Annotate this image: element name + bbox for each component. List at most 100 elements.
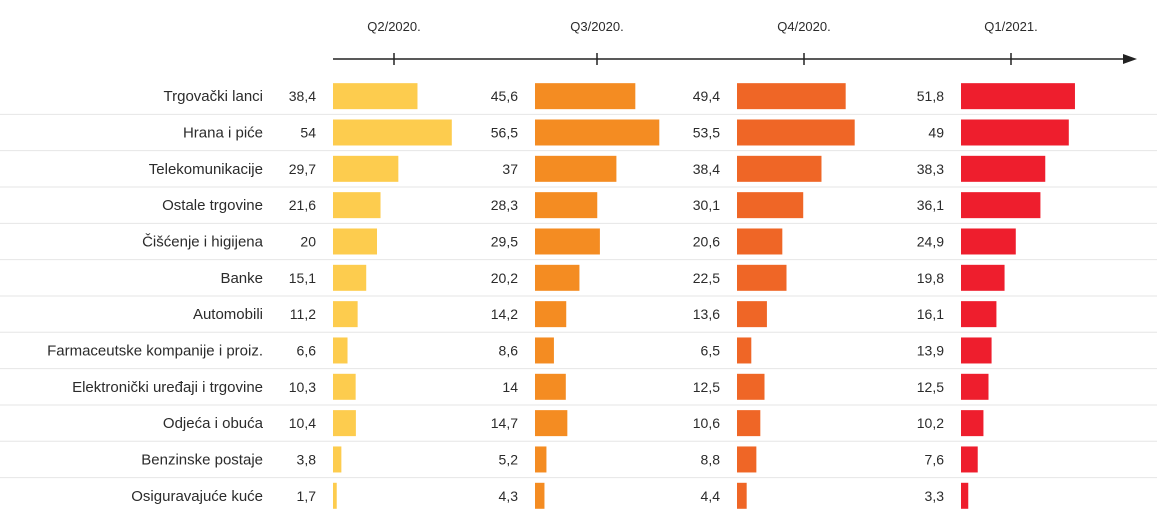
value-label: 3,8 xyxy=(297,451,317,467)
category-label: Ostale trgovine xyxy=(162,197,263,214)
value-label: 10,6 xyxy=(693,415,720,431)
category-label: Automobili xyxy=(193,306,263,323)
value-label: 56,5 xyxy=(491,124,518,140)
axis-arrow-icon xyxy=(1123,54,1137,64)
value-label: 15,1 xyxy=(289,270,316,286)
category-label: Telekomunikacije xyxy=(149,161,263,178)
bar xyxy=(961,119,1069,146)
category-label: Čišćenje i higijena xyxy=(142,233,264,250)
value-label: 54 xyxy=(300,124,316,140)
value-label: 21,6 xyxy=(289,197,316,213)
value-label: 36,1 xyxy=(917,197,944,213)
bar xyxy=(961,228,1016,255)
bar xyxy=(737,228,783,255)
value-label: 28,3 xyxy=(491,197,518,213)
value-label: 7,6 xyxy=(925,451,945,467)
bar xyxy=(535,337,554,364)
bar xyxy=(333,228,377,255)
row-separators xyxy=(0,113,1157,479)
bar xyxy=(737,446,757,473)
value-label: 8,8 xyxy=(701,451,721,467)
period-label: Q2/2020. xyxy=(367,19,421,34)
period-label: Q4/2020. xyxy=(777,19,831,34)
bar xyxy=(535,264,580,291)
value-label: 37 xyxy=(502,161,518,177)
bar xyxy=(737,264,787,291)
category-labels: Trgovački lanci Hrana i piće Telekomunikac… xyxy=(47,88,264,505)
value-label: 45,6 xyxy=(491,88,518,104)
bar xyxy=(737,410,761,437)
category-label: Farmaceutske kompanije i proiz. xyxy=(47,342,263,359)
bar xyxy=(961,192,1041,219)
value-label: 53,5 xyxy=(693,124,720,140)
value-label: 3,3 xyxy=(925,488,945,504)
bar xyxy=(333,264,367,291)
bar xyxy=(535,83,636,110)
bar xyxy=(961,155,1046,182)
bar xyxy=(961,482,969,509)
bar xyxy=(535,410,568,437)
value-label: 6,6 xyxy=(297,342,317,358)
value-label: 13,6 xyxy=(693,306,720,322)
category-label: Hrana i piće xyxy=(183,124,263,141)
value-label: 14,2 xyxy=(491,306,518,322)
bar xyxy=(961,446,978,473)
bar xyxy=(333,192,381,219)
value-label: 10,3 xyxy=(289,379,316,395)
bars xyxy=(333,83,1075,509)
category-label: Odjeća i obuća xyxy=(163,415,264,432)
bar xyxy=(333,482,337,509)
value-label: 4,3 xyxy=(499,488,519,504)
category-label: Benzinske postaje xyxy=(141,451,263,468)
bar xyxy=(737,119,855,146)
bar xyxy=(961,410,984,437)
bar xyxy=(333,155,399,182)
bar xyxy=(961,373,989,400)
value-label: 1,7 xyxy=(297,488,317,504)
bar xyxy=(737,83,846,110)
bar xyxy=(737,155,822,182)
bar xyxy=(961,83,1075,110)
value-label: 38,4 xyxy=(289,88,316,104)
value-label: 6,5 xyxy=(701,342,721,358)
bar xyxy=(961,337,992,364)
value-label: 49,4 xyxy=(693,88,720,104)
bar xyxy=(333,83,418,110)
value-label: 29,5 xyxy=(491,233,518,249)
value-label: 16,1 xyxy=(917,306,944,322)
bar xyxy=(535,301,567,328)
bar xyxy=(535,228,600,255)
bar xyxy=(333,301,358,328)
value-label: 24,9 xyxy=(917,233,944,249)
value-label: 38,3 xyxy=(917,161,944,177)
value-label: 8,6 xyxy=(499,342,519,358)
value-label: 49 xyxy=(928,124,944,140)
period-label: Q3/2020. xyxy=(570,19,624,34)
value-label: 20,2 xyxy=(491,270,518,286)
bar xyxy=(535,373,566,400)
value-label: 13,9 xyxy=(917,342,944,358)
bar xyxy=(737,482,747,509)
value-label: 19,8 xyxy=(917,270,944,286)
category-label: Trgovački lanci xyxy=(164,88,263,105)
value-label: 5,2 xyxy=(499,451,519,467)
value-label: 30,1 xyxy=(693,197,720,213)
bar xyxy=(333,373,356,400)
value-label: 51,8 xyxy=(917,88,944,104)
bar xyxy=(333,119,452,146)
bar xyxy=(535,155,617,182)
category-label: Elektronički uređaji i trgovine xyxy=(72,379,263,396)
value-label: 20 xyxy=(300,233,316,249)
bar xyxy=(333,446,342,473)
category-label: Banke xyxy=(220,270,263,287)
period-axis: Q2/2020. Q3/2020. Q4/2020. Q1/2021. xyxy=(333,19,1137,65)
bar xyxy=(737,301,767,328)
bar xyxy=(535,119,660,146)
bar xyxy=(737,337,752,364)
value-label: 10,2 xyxy=(917,415,944,431)
bar xyxy=(961,264,1005,291)
category-label: Osiguravajuće kuće xyxy=(131,488,263,505)
value-labels: 38,4 54 29,7 21,6 20 15,1 11,2 6,6 10,3 10,4 3,8 1,… xyxy=(289,88,944,504)
value-label: 20,6 xyxy=(693,233,720,249)
